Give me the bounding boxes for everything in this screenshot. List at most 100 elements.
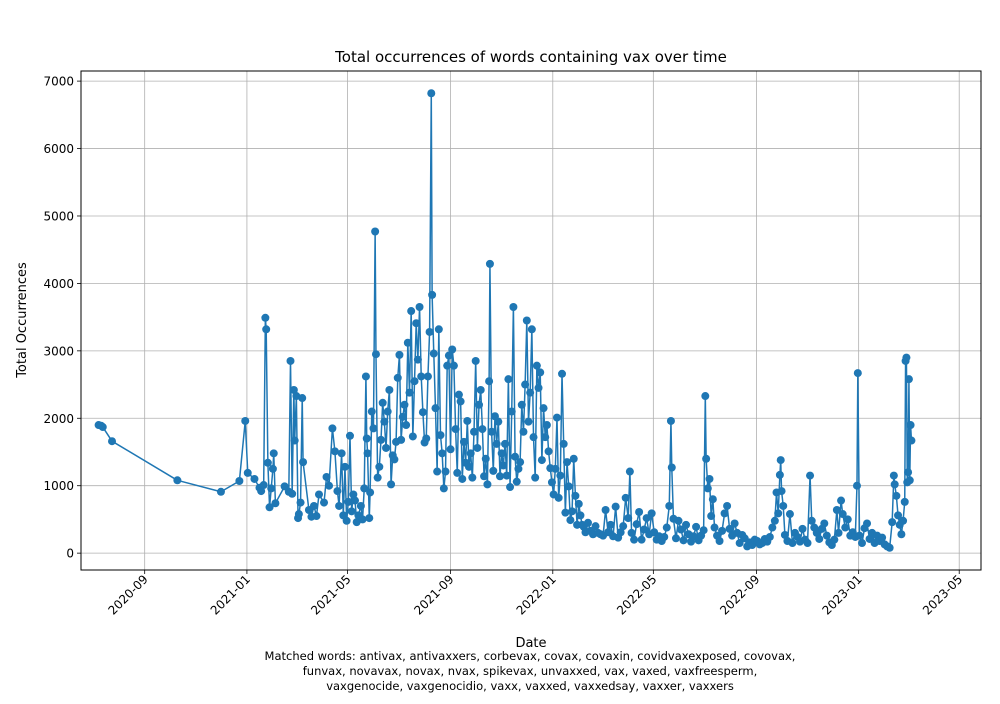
- data-point: [666, 416, 675, 425]
- data-point: [398, 412, 407, 421]
- y-axis-label: Total Occurrences: [15, 262, 30, 379]
- data-point: [382, 443, 391, 452]
- data-point: [637, 535, 646, 544]
- data-point: [340, 462, 349, 471]
- data-point: [449, 361, 458, 370]
- data-point: [838, 510, 847, 519]
- data-point: [263, 458, 272, 467]
- data-point: [774, 509, 783, 518]
- data-point: [591, 522, 600, 531]
- data-point: [635, 508, 644, 517]
- data-point: [501, 439, 510, 448]
- data-point: [521, 380, 530, 389]
- data-point: [444, 351, 453, 360]
- data-point: [708, 495, 717, 504]
- data-point: [571, 491, 580, 500]
- data-point: [777, 487, 786, 496]
- data-point: [387, 480, 396, 489]
- data-point: [425, 327, 434, 336]
- data-point: [497, 449, 506, 458]
- data-point: [371, 350, 380, 359]
- data-point: [627, 528, 636, 537]
- x-tick-label: 2022-01: [514, 572, 559, 617]
- data-point: [314, 490, 323, 499]
- data-point: [619, 522, 628, 531]
- data-point: [402, 421, 411, 430]
- data-point: [878, 533, 887, 542]
- x-tick-label: 2020-09: [105, 572, 150, 617]
- data-point: [507, 407, 516, 416]
- data-point: [434, 325, 443, 334]
- data-point: [459, 437, 468, 446]
- data-point: [890, 480, 899, 489]
- data-point: [337, 449, 346, 458]
- data-point: [393, 373, 402, 382]
- data-point: [312, 512, 321, 521]
- data-point: [806, 471, 815, 480]
- data-point: [342, 516, 351, 525]
- data-point: [439, 484, 448, 493]
- data-point: [892, 491, 901, 500]
- data-point: [730, 519, 739, 528]
- data-point: [904, 468, 913, 477]
- data-point: [383, 407, 392, 416]
- data-point: [173, 476, 182, 485]
- data-point: [526, 388, 535, 397]
- data-point: [250, 474, 259, 483]
- data-point: [514, 464, 523, 473]
- data-point: [296, 498, 305, 507]
- data-point: [369, 424, 378, 433]
- data-point: [428, 290, 437, 299]
- data-point: [407, 307, 416, 316]
- data-point: [328, 424, 337, 433]
- data-point: [289, 385, 298, 394]
- data-point: [830, 535, 839, 544]
- data-point: [601, 505, 610, 514]
- data-point: [516, 458, 525, 467]
- data-point: [569, 454, 578, 463]
- plot-frame: [80, 70, 982, 571]
- data-point: [897, 530, 906, 539]
- data-point: [822, 531, 831, 540]
- data-point: [427, 89, 436, 98]
- y-tick-label: 1000: [43, 479, 74, 493]
- data-point: [489, 466, 498, 475]
- data-point: [889, 471, 898, 480]
- data-point: [358, 515, 367, 524]
- data-point: [770, 516, 779, 525]
- data-point: [563, 458, 572, 467]
- x-axis-label: Date: [515, 636, 546, 651]
- data-point: [320, 498, 329, 507]
- data-series: [94, 89, 916, 552]
- data-point: [418, 408, 427, 417]
- data-point: [718, 526, 727, 535]
- data-point: [780, 530, 789, 539]
- data-point: [433, 467, 442, 476]
- data-point: [677, 525, 685, 534]
- data-point: [366, 488, 375, 497]
- data-point: [647, 509, 656, 518]
- data-point: [349, 490, 358, 499]
- series-line: [98, 92, 913, 549]
- data-point: [820, 519, 829, 528]
- data-point: [624, 514, 633, 523]
- data-point: [415, 303, 424, 312]
- data-point: [471, 356, 480, 365]
- data-point: [715, 537, 724, 545]
- data-point: [632, 520, 641, 529]
- data-point: [527, 325, 536, 334]
- data-point: [235, 476, 244, 485]
- data-point: [803, 539, 812, 548]
- data-point: [309, 501, 318, 510]
- data-point: [431, 404, 440, 413]
- data-point: [702, 454, 711, 463]
- data-point: [679, 536, 688, 545]
- x-tick-label: 2021-09: [411, 572, 456, 617]
- data-point: [385, 385, 394, 394]
- x-tick-label: 2022-05: [614, 572, 659, 617]
- data-point: [480, 472, 489, 481]
- data-point: [556, 471, 565, 480]
- data-point: [478, 425, 487, 434]
- data-point: [519, 427, 528, 436]
